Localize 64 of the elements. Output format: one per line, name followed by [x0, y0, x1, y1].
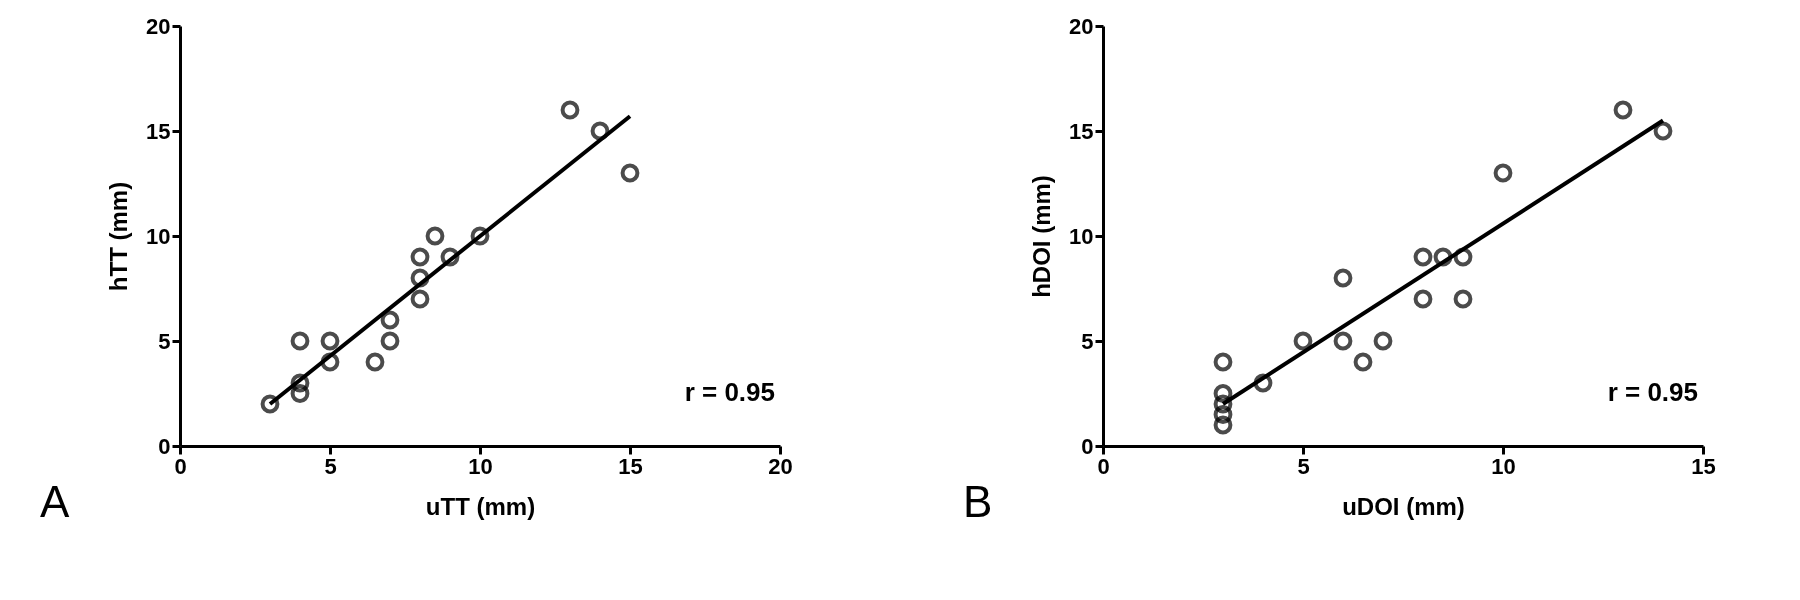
point — [1453, 247, 1473, 267]
point — [380, 310, 400, 330]
point — [1213, 352, 1233, 372]
point — [440, 247, 460, 267]
point — [1433, 247, 1453, 267]
y-tick-label: 10 — [1069, 223, 1094, 249]
x-tick-label: 5 — [324, 453, 337, 479]
point — [425, 226, 445, 246]
point — [470, 226, 490, 246]
point — [290, 331, 310, 351]
y-tick-label: 15 — [146, 118, 171, 144]
x-tick-label: 10 — [1491, 453, 1516, 479]
point — [290, 373, 310, 393]
x-tick-label: 0 — [174, 453, 187, 479]
point — [1453, 289, 1473, 309]
point — [1373, 331, 1393, 351]
point — [1493, 163, 1513, 183]
y-axis-title: hTT (mm) — [105, 181, 133, 292]
point — [410, 247, 430, 267]
annotation: r = 0.95 — [684, 377, 775, 407]
point — [620, 163, 640, 183]
y-tick-label: 10 — [146, 223, 171, 249]
y-tick-label: 5 — [158, 328, 171, 354]
x-tick-label: 15 — [618, 453, 643, 479]
point — [1333, 331, 1353, 351]
point — [1293, 331, 1313, 351]
point — [320, 352, 340, 372]
y-tick-label: 20 — [1069, 13, 1094, 39]
point — [1353, 352, 1373, 372]
x-tick-label: 15 — [1691, 453, 1716, 479]
point — [1413, 289, 1433, 309]
y-tick-label: 5 — [1081, 328, 1094, 354]
x-tick-label: 5 — [1297, 453, 1310, 479]
point — [590, 121, 610, 141]
point — [410, 268, 430, 288]
text: A — [40, 477, 70, 526]
text: B — [963, 477, 993, 526]
x-axis-title: uDOI (mm) — [1342, 492, 1465, 520]
y-tick-label: 15 — [1069, 118, 1094, 144]
x-axis-title: uTT (mm) — [425, 492, 536, 520]
y-tick-label: 20 — [146, 13, 171, 39]
y-tick-label: 0 — [1081, 433, 1094, 459]
point — [320, 331, 340, 351]
point — [290, 384, 310, 403]
point — [1413, 247, 1433, 267]
annotation: r = 0.95 — [1607, 377, 1698, 407]
x-tick-label: 20 — [768, 453, 793, 479]
point — [1253, 373, 1273, 393]
y-axis-title: hDOI (mm) — [1028, 175, 1056, 298]
point — [1213, 405, 1233, 424]
point — [1213, 394, 1233, 414]
point — [380, 331, 400, 351]
x-tick-label: 0 — [1097, 453, 1110, 479]
point — [365, 352, 385, 372]
point — [1213, 415, 1233, 435]
point — [410, 289, 430, 309]
point — [560, 100, 580, 120]
point — [260, 394, 280, 414]
point — [1213, 384, 1233, 403]
point — [1613, 100, 1633, 120]
x-tick-label: 10 — [468, 453, 493, 479]
point — [1333, 268, 1353, 288]
y-tick-label: 0 — [158, 433, 171, 459]
point — [1653, 121, 1673, 141]
